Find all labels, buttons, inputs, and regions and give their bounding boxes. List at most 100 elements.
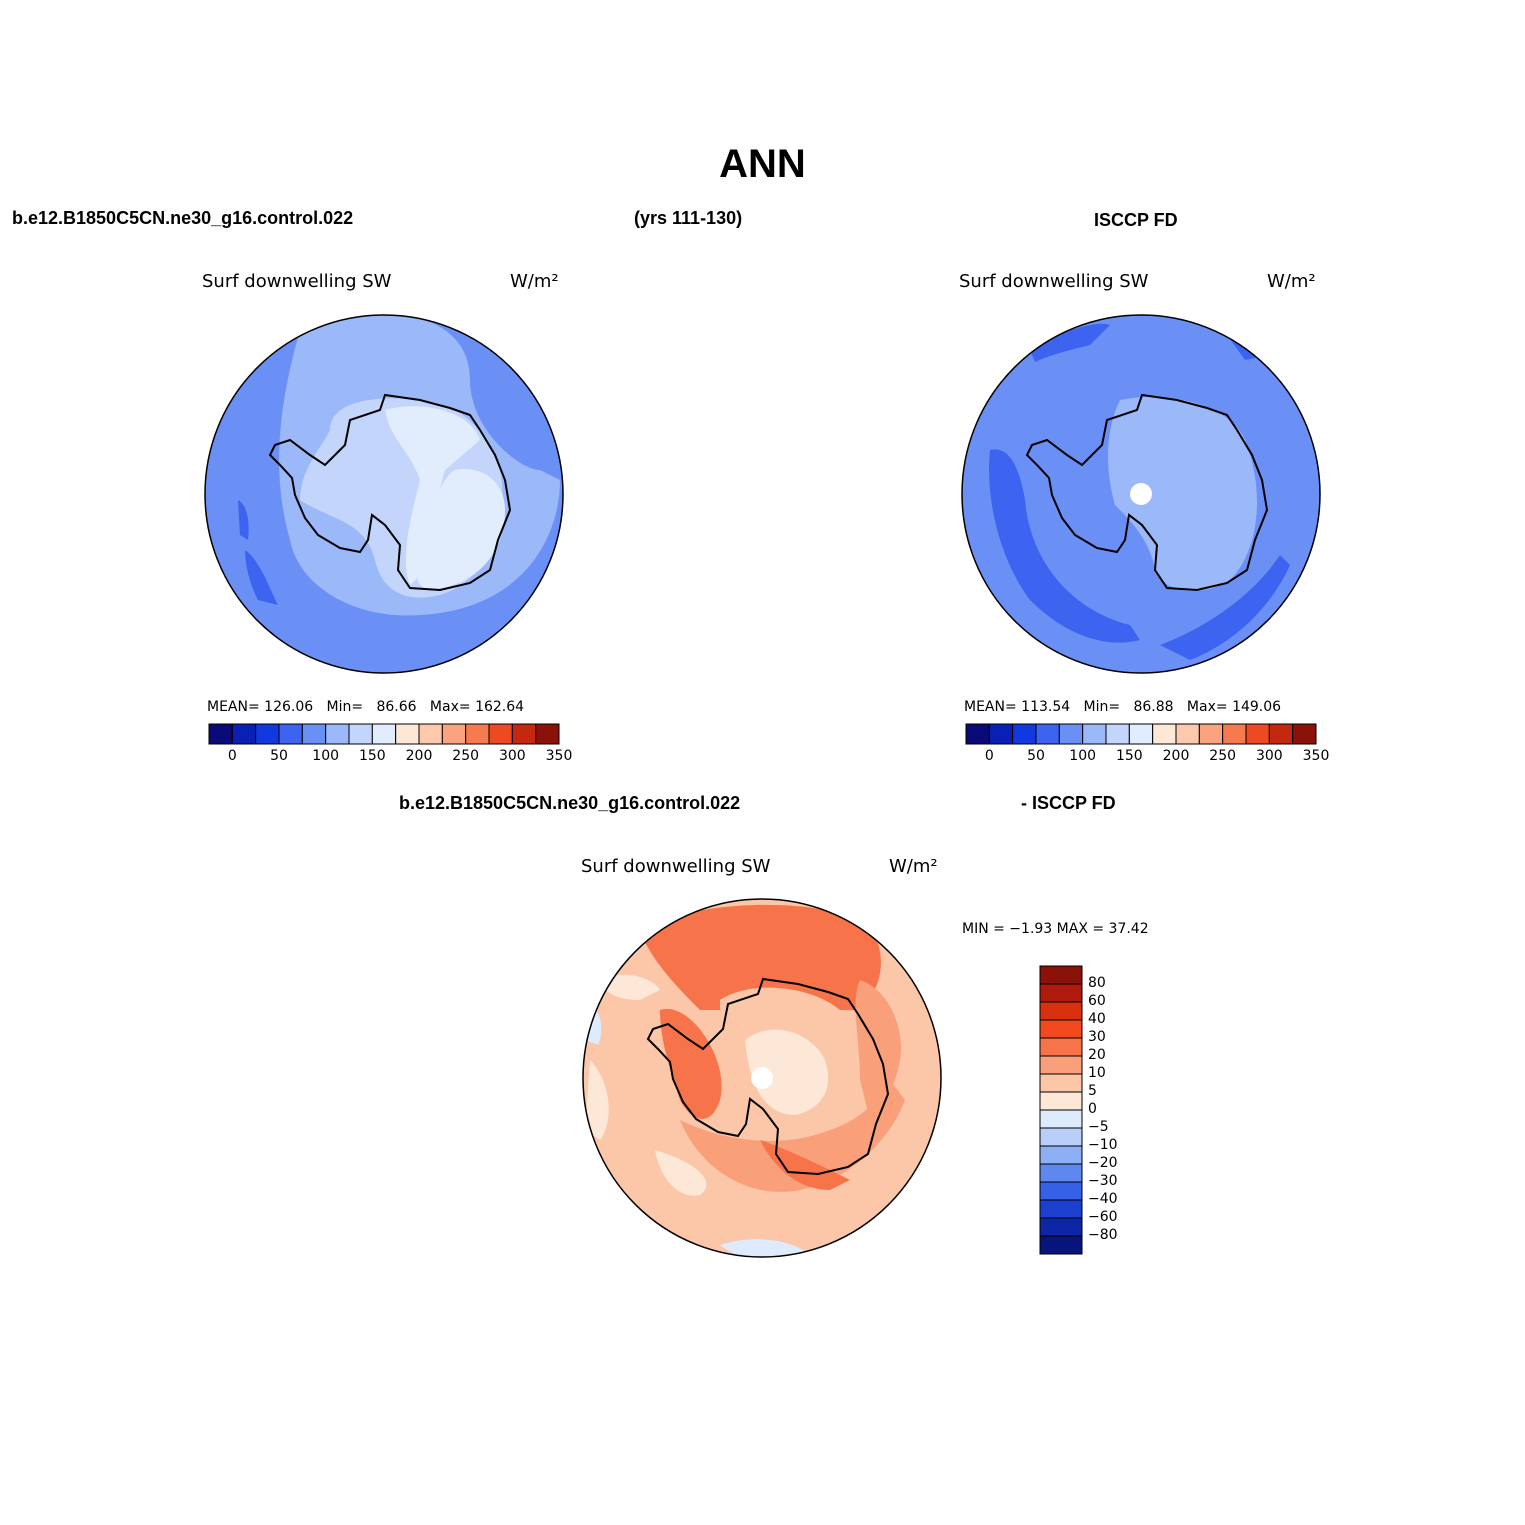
diff-colorbar-box	[1039, 1199, 1083, 1219]
model-mean-label: MEAN=	[207, 699, 260, 715]
diff-pole-hole	[751, 1067, 773, 1089]
obs-mean-value: 113.54	[1021, 699, 1071, 715]
model-min-label: Min=	[326, 699, 364, 715]
diff-colorbar-tick-label: −40	[1088, 1191, 1118, 1207]
figure-title: ANN	[719, 142, 806, 186]
obs-field-dark-3	[989, 449, 1140, 643]
diff-colorbar-tick-label: 80	[1088, 975, 1106, 991]
model-field-dark-1	[238, 500, 249, 540]
obs-field-dark-4	[1160, 555, 1290, 660]
obs-mean-label: MEAN=	[964, 699, 1017, 715]
obs-panel-units: W/m²	[1267, 271, 1316, 292]
obs-colorbar-box	[1292, 723, 1317, 745]
diff-colorbar-tick-label: 5	[1088, 1083, 1097, 1099]
diff-colorbar-tick-label: −80	[1088, 1227, 1118, 1243]
model-panel-units: W/m²	[510, 271, 559, 292]
obs-colorbar-tick-label: 100	[1069, 748, 1097, 764]
diff-field-pale-4	[655, 1150, 707, 1196]
obs-colorbar-tick-label: 300	[1255, 748, 1283, 764]
obs-pole-hole	[1130, 483, 1152, 505]
obs-colorbar	[965, 723, 1317, 745]
obs-map-border	[961, 314, 1321, 674]
diff-colorbar-tick-label: 40	[1088, 1011, 1106, 1027]
obs-name-label: ISCCP FD	[1094, 210, 1178, 230]
obs-colorbar-tick-label: 50	[1027, 748, 1045, 764]
model-field-lightest-1	[385, 406, 480, 585]
diff-colorbar-box	[1039, 1163, 1083, 1183]
diff-colorbar-tick-label: −60	[1088, 1209, 1118, 1225]
diff-field-high-3	[760, 1140, 850, 1190]
diff-antarctica-coast	[646, 977, 890, 1176]
model-panel-title: Surf downwelling SW	[202, 271, 392, 292]
diff-colorbar	[1039, 965, 1083, 1255]
years-label: (yrs 111-130)	[634, 208, 743, 228]
diff-colorbar-tick-label: 10	[1088, 1065, 1106, 1081]
diff-panel-title: Surf downwelling SW	[581, 856, 771, 877]
diff-colorbar-tick-label: −5	[1088, 1119, 1109, 1135]
diff-colorbar-box	[1039, 1055, 1083, 1075]
obs-colorbar-tick-label: 250	[1209, 748, 1237, 764]
diff-colorbar-box	[1039, 1181, 1083, 1201]
diff-colorbar-box	[1039, 1037, 1083, 1057]
obs-colorbar-tick-label: 0	[984, 748, 994, 764]
model-colorbar-tick-label: 300	[498, 748, 526, 764]
diff-colorbar-labels: 80 60 40 30 20 10 5 0 −5 −10 −20 −30 −40 −60 −80	[1088, 966, 1148, 1254]
diff-colorbar-box	[1039, 1019, 1083, 1039]
diff-colorbar-box	[1039, 1001, 1083, 1021]
diff-colorbar-tick-label: 30	[1088, 1029, 1106, 1045]
model-colorbar-tick-label: 150	[358, 748, 386, 764]
diff-obs-label: - ISCCP FD	[1021, 793, 1116, 813]
model-colorbar-tick-label: 350	[545, 748, 573, 764]
diff-colorbar-tick-label: 60	[1088, 993, 1106, 1009]
obs-colorbar-tick-label: 200	[1162, 748, 1190, 764]
model-colorbar-labels: 0 50 100 150 200 250 300 350	[209, 748, 573, 768]
diff-colorbar-box	[1039, 983, 1083, 1003]
model-colorbar-box	[535, 723, 560, 745]
diff-colorbar-box	[1039, 965, 1083, 985]
obs-min-value: 86.88	[1133, 699, 1174, 715]
model-max-value: 162.64	[475, 699, 525, 715]
diff-map-border	[582, 898, 942, 1258]
model-antarctica-coast	[268, 393, 512, 592]
model-colorbar-tick-label: 0	[227, 748, 237, 764]
diff-colorbar-tick-label: −20	[1088, 1155, 1118, 1171]
model-colorbar-tick-label: 100	[312, 748, 340, 764]
diff-field-pale-3	[585, 1060, 609, 1140]
diff-panel-units: W/m²	[889, 856, 938, 877]
diff-colorbar-tick-label: −10	[1088, 1137, 1118, 1153]
model-field-lightest-2	[414, 469, 505, 590]
diff-colorbar-box	[1039, 1091, 1083, 1111]
model-colorbar-tick-label: 50	[270, 748, 288, 764]
diff-colorbar-box	[1039, 1145, 1083, 1165]
diff-colorbar-box	[1039, 1127, 1083, 1147]
diff-colorbar-box	[1039, 1073, 1083, 1093]
obs-colorbar-tick-label: 350	[1302, 748, 1330, 764]
model-colorbar-tick-label: 200	[405, 748, 433, 764]
diff-colorbar-tick-label: 20	[1088, 1047, 1106, 1063]
diff-field-mid-1	[680, 1080, 905, 1192]
obs-panel-title: Surf downwelling SW	[959, 271, 1149, 292]
obs-min-label: Min=	[1083, 699, 1121, 715]
diff-colorbar-tick-label: 0	[1088, 1101, 1097, 1117]
diff-colorbar-box	[1039, 1217, 1083, 1237]
diff-case-label: b.e12.B1850C5CN.ne30_g16.control.022	[399, 793, 741, 813]
diff-colorbar-box	[1039, 1235, 1083, 1255]
obs-max-value: 149.06	[1232, 699, 1282, 715]
obs-antarctica-coast	[1025, 393, 1269, 592]
diff-minmax-text: MIN = −1.93 MAX = 37.42	[962, 921, 1149, 937]
model-colorbar	[208, 723, 560, 745]
model-max-label: Max=	[429, 699, 471, 715]
obs-max-label: Max=	[1186, 699, 1228, 715]
obs-colorbar-tick-label: 150	[1115, 748, 1143, 764]
obs-field-mid	[1108, 396, 1257, 591]
obs-colorbar-labels: 0 50 100 150 200 250 300 350	[966, 748, 1330, 768]
model-colorbar-tick-label: 250	[452, 748, 480, 764]
case-name-label: b.e12.B1850C5CN.ne30_g16.control.022	[12, 208, 354, 228]
diff-field-high-1	[640, 904, 881, 1010]
diff-field-high-2	[660, 1008, 722, 1119]
model-map-border	[204, 314, 564, 674]
diff-colorbar-box	[1039, 1109, 1083, 1129]
model-min-value: 86.66	[376, 699, 417, 715]
